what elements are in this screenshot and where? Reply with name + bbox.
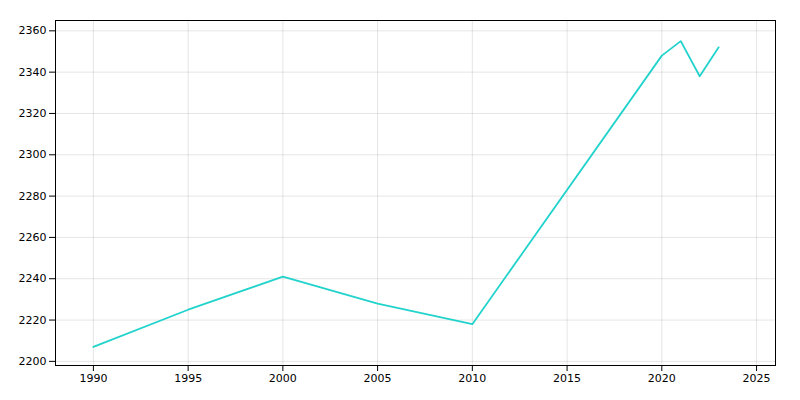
svg-text:1995: 1995 xyxy=(174,372,202,385)
svg-text:2360: 2360 xyxy=(19,24,47,37)
svg-text:2240: 2240 xyxy=(19,272,47,285)
svg-text:2200: 2200 xyxy=(19,355,47,368)
svg-text:2260: 2260 xyxy=(19,231,47,244)
svg-text:2340: 2340 xyxy=(19,66,47,79)
svg-text:2010: 2010 xyxy=(458,372,486,385)
svg-text:2280: 2280 xyxy=(19,190,47,203)
svg-text:2220: 2220 xyxy=(19,314,47,327)
svg-text:2015: 2015 xyxy=(553,372,581,385)
svg-text:2005: 2005 xyxy=(364,372,392,385)
svg-text:2020: 2020 xyxy=(648,372,676,385)
svg-text:2025: 2025 xyxy=(743,372,771,385)
svg-text:2000: 2000 xyxy=(269,372,297,385)
svg-text:2320: 2320 xyxy=(19,107,47,120)
svg-text:2300: 2300 xyxy=(19,148,47,161)
svg-text:1990: 1990 xyxy=(79,372,107,385)
